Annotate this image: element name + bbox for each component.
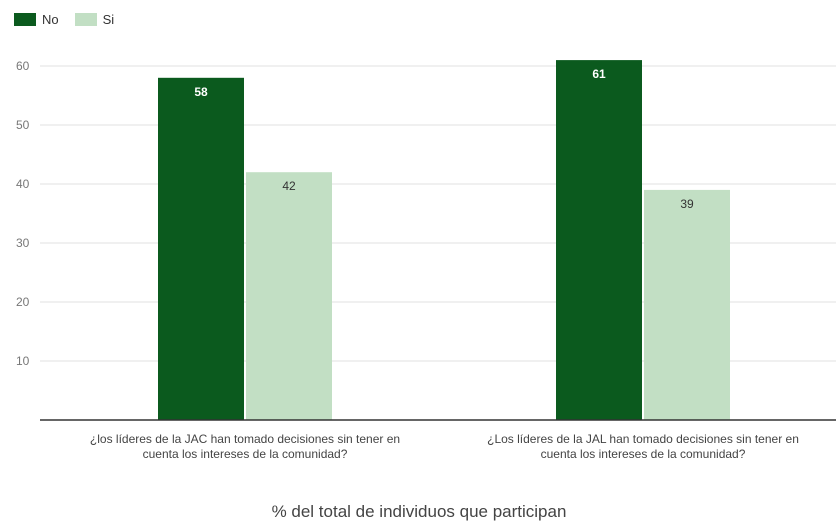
category-label: ¿Los líderes de la JAL han tomado decisi…: [487, 432, 799, 461]
data-label: 61: [592, 67, 606, 81]
y-tick-label: 10: [16, 354, 30, 368]
data-label: 58: [194, 85, 208, 99]
legend-label-no: No: [42, 12, 59, 27]
legend-swatch-no: [14, 13, 36, 26]
bar-no: [158, 77, 244, 421]
data-label: 42: [282, 179, 296, 193]
legend-item-no: No: [14, 12, 59, 27]
y-tick-label: 20: [16, 295, 30, 309]
data-label: 39: [680, 197, 694, 211]
bar-si: [246, 172, 332, 420]
y-tick-label: 30: [16, 236, 30, 250]
category-label: ¿los líderes de la JAC han tomado decisi…: [89, 432, 401, 461]
legend-label-si: Si: [102, 12, 115, 27]
y-tick-label: 50: [16, 118, 30, 132]
y-tick-label: 60: [16, 59, 30, 73]
legend-swatch-si: [74, 13, 97, 26]
y-tick-label: 40: [16, 177, 30, 191]
bar-si: [644, 189, 730, 420]
legend-item-si: Si: [74, 12, 115, 27]
x-axis-title: % del total de individuos que participan: [271, 502, 567, 521]
legend: No Si: [14, 12, 122, 27]
bar-no: [556, 60, 642, 420]
